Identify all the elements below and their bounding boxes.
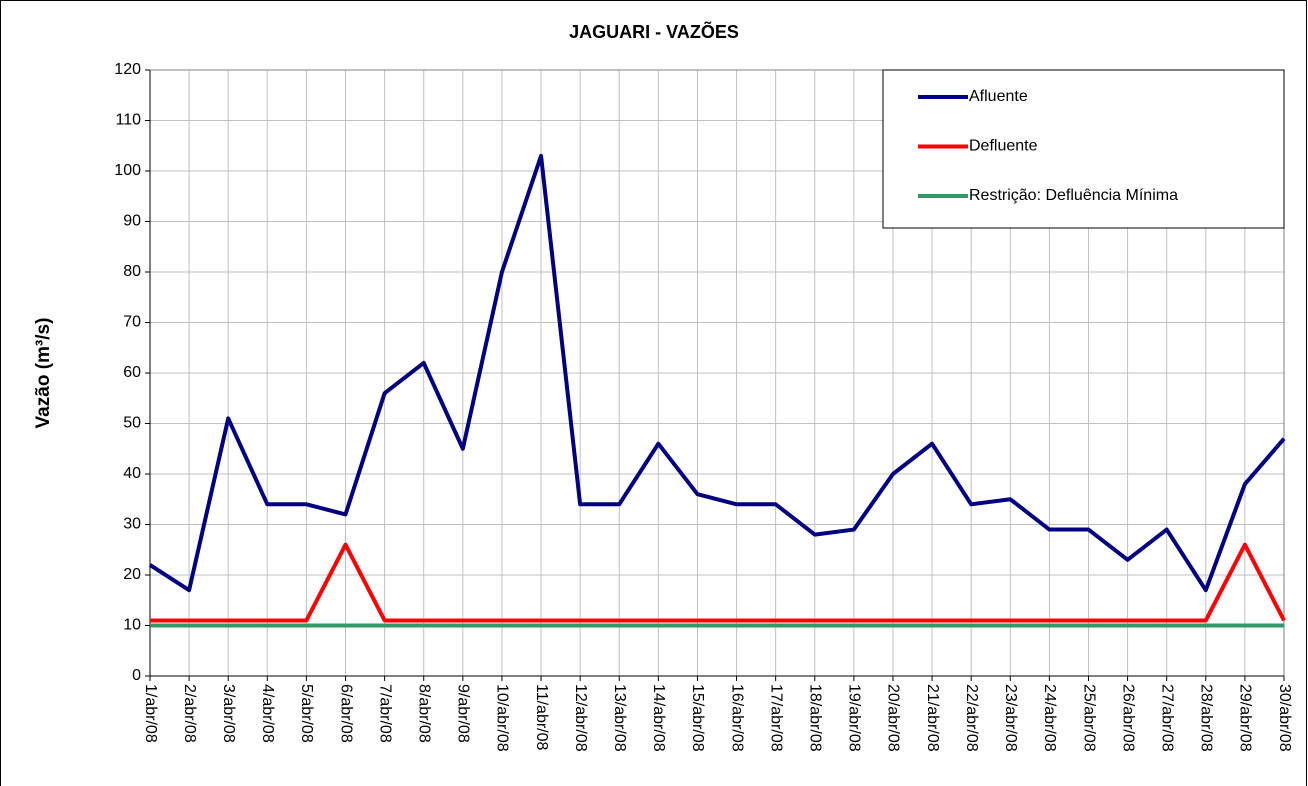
x-tick-label: 13/abr/08 (611, 684, 628, 752)
x-tick-label: 26/abr/08 (1119, 684, 1136, 752)
x-tick-label: 7/abr/08 (376, 684, 393, 743)
x-tick-label: 1/abr/08 (142, 684, 159, 743)
x-tick-label: 15/abr/08 (689, 684, 706, 752)
legend-label: Defluente (969, 138, 1038, 155)
y-tick-label: 0 (132, 667, 141, 684)
y-tick-label: 70 (123, 314, 141, 331)
x-tick-label: 2/abr/08 (181, 684, 198, 743)
x-tick-label: 5/abr/08 (298, 684, 315, 743)
y-tick-label: 110 (115, 112, 141, 129)
x-tick-label: 27/abr/08 (1158, 684, 1175, 752)
x-tick-label: 29/abr/08 (1237, 684, 1254, 752)
y-tick-label: 40 (123, 465, 141, 482)
chart-title: JAGUARI - VAZÕES (569, 21, 739, 42)
series-line (148, 153, 1286, 593)
x-tick-label: 4/abr/08 (259, 684, 276, 743)
x-tick-label: 8/abr/08 (415, 684, 432, 743)
y-tick-label: 60 (123, 364, 141, 381)
series-line (150, 542, 1286, 623)
y-tick-label: 50 (123, 415, 141, 432)
y-tick-label: 80 (123, 263, 141, 280)
y-tick-label: 30 (123, 516, 141, 533)
x-tick-label: 14/abr/08 (650, 684, 667, 752)
x-tick-label: 23/abr/08 (1002, 684, 1019, 752)
x-tick-label: 30/abr/08 (1276, 684, 1293, 752)
x-tick-label: 6/abr/08 (337, 684, 354, 743)
y-tick-label: 100 (114, 162, 141, 179)
y-axis-label: Vazão (m³/s) (33, 318, 54, 429)
x-tick-label: 20/abr/08 (885, 684, 902, 752)
x-tick-label: 17/abr/08 (767, 684, 784, 752)
x-tick-label: 21/abr/08 (924, 684, 941, 752)
x-tick-label: 12/abr/08 (572, 684, 589, 752)
x-tick-label: 24/abr/08 (1041, 684, 1058, 752)
legend-box (882, 69, 1285, 229)
x-tick-label: 11/abr/08 (533, 684, 550, 751)
y-tick-label: 10 (123, 617, 141, 634)
x-tick-label: 9/abr/08 (455, 684, 472, 743)
legend-label: Afluente (969, 88, 1028, 105)
x-tick-label: 25/abr/08 (1080, 684, 1097, 752)
x-tick-label: 3/abr/08 (220, 684, 237, 743)
y-tick-label: 120 (114, 61, 141, 78)
x-tick-label: 28/abr/08 (1198, 684, 1215, 752)
y-tick-label: 20 (123, 566, 141, 583)
x-tick-label: 16/abr/08 (728, 684, 745, 752)
x-tick-label: 18/abr/08 (807, 684, 824, 752)
x-tick-label: 10/abr/08 (494, 684, 511, 752)
y-tick-label: 90 (123, 213, 141, 230)
x-tick-label: 19/abr/08 (846, 684, 863, 752)
legend-label: Restrição: Defluência Mínima (969, 187, 1178, 204)
x-tick-label: 22/abr/08 (963, 684, 980, 752)
